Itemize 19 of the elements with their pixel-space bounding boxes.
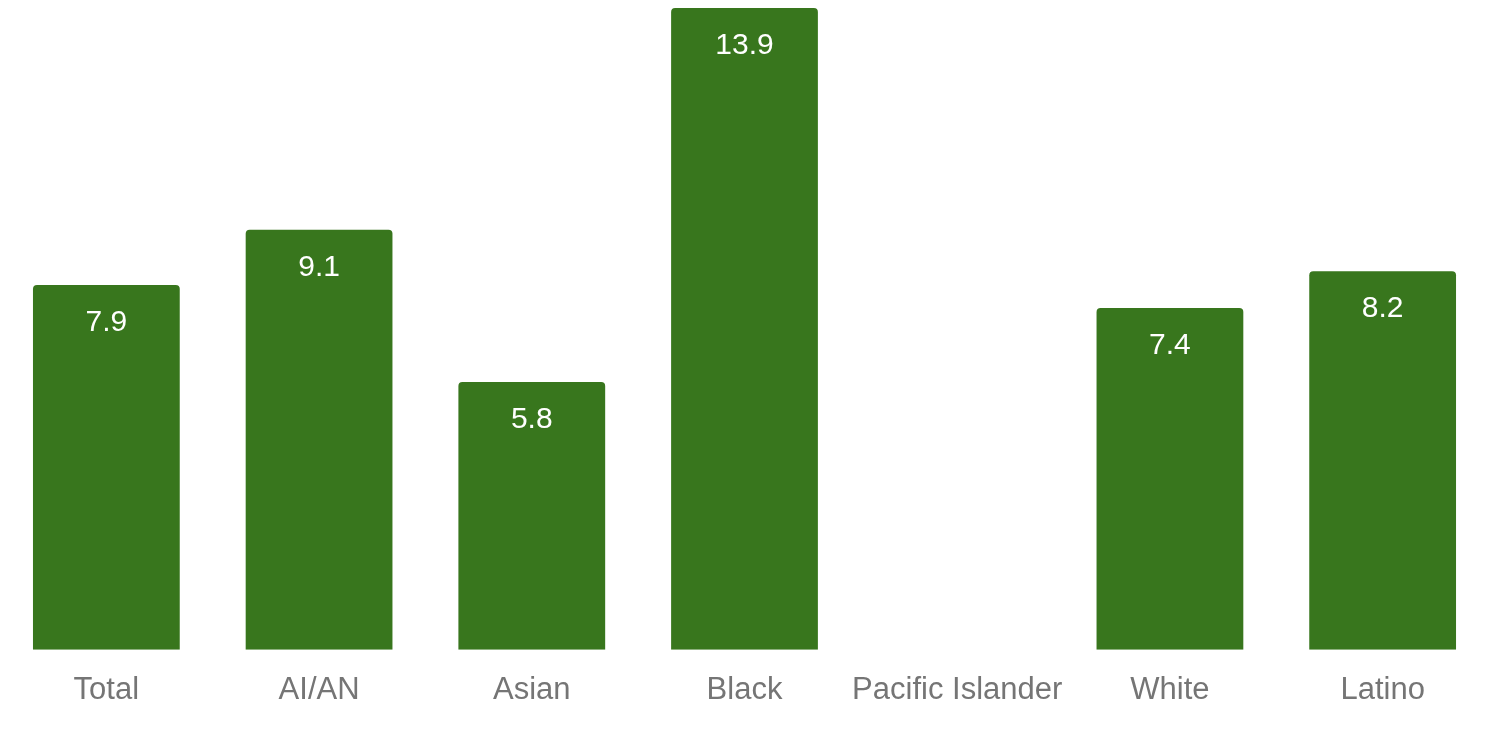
x-tick-label: White xyxy=(1130,670,1210,706)
data-label: 7.9 xyxy=(85,304,128,338)
x-tick-label: AI/AN xyxy=(278,670,360,706)
bar xyxy=(1309,271,1457,650)
bar xyxy=(458,382,606,650)
bar xyxy=(671,8,818,650)
x-tick-label: Total xyxy=(73,670,140,706)
bar xyxy=(32,285,180,650)
bar xyxy=(245,229,393,650)
data-label: 5.8 xyxy=(510,401,553,435)
data-label: 7.4 xyxy=(1149,327,1191,361)
x-tick-label: Asian xyxy=(493,670,571,706)
data-label: 8.2 xyxy=(1361,290,1404,324)
data-label: 9.1 xyxy=(298,248,340,282)
x-tick-label: Latino xyxy=(1340,670,1425,706)
x-tick-label: Pacific Islander xyxy=(852,670,1063,706)
x-tick-label: Black xyxy=(706,670,783,706)
data-label: 13.9 xyxy=(715,27,774,61)
bar xyxy=(1096,308,1244,650)
